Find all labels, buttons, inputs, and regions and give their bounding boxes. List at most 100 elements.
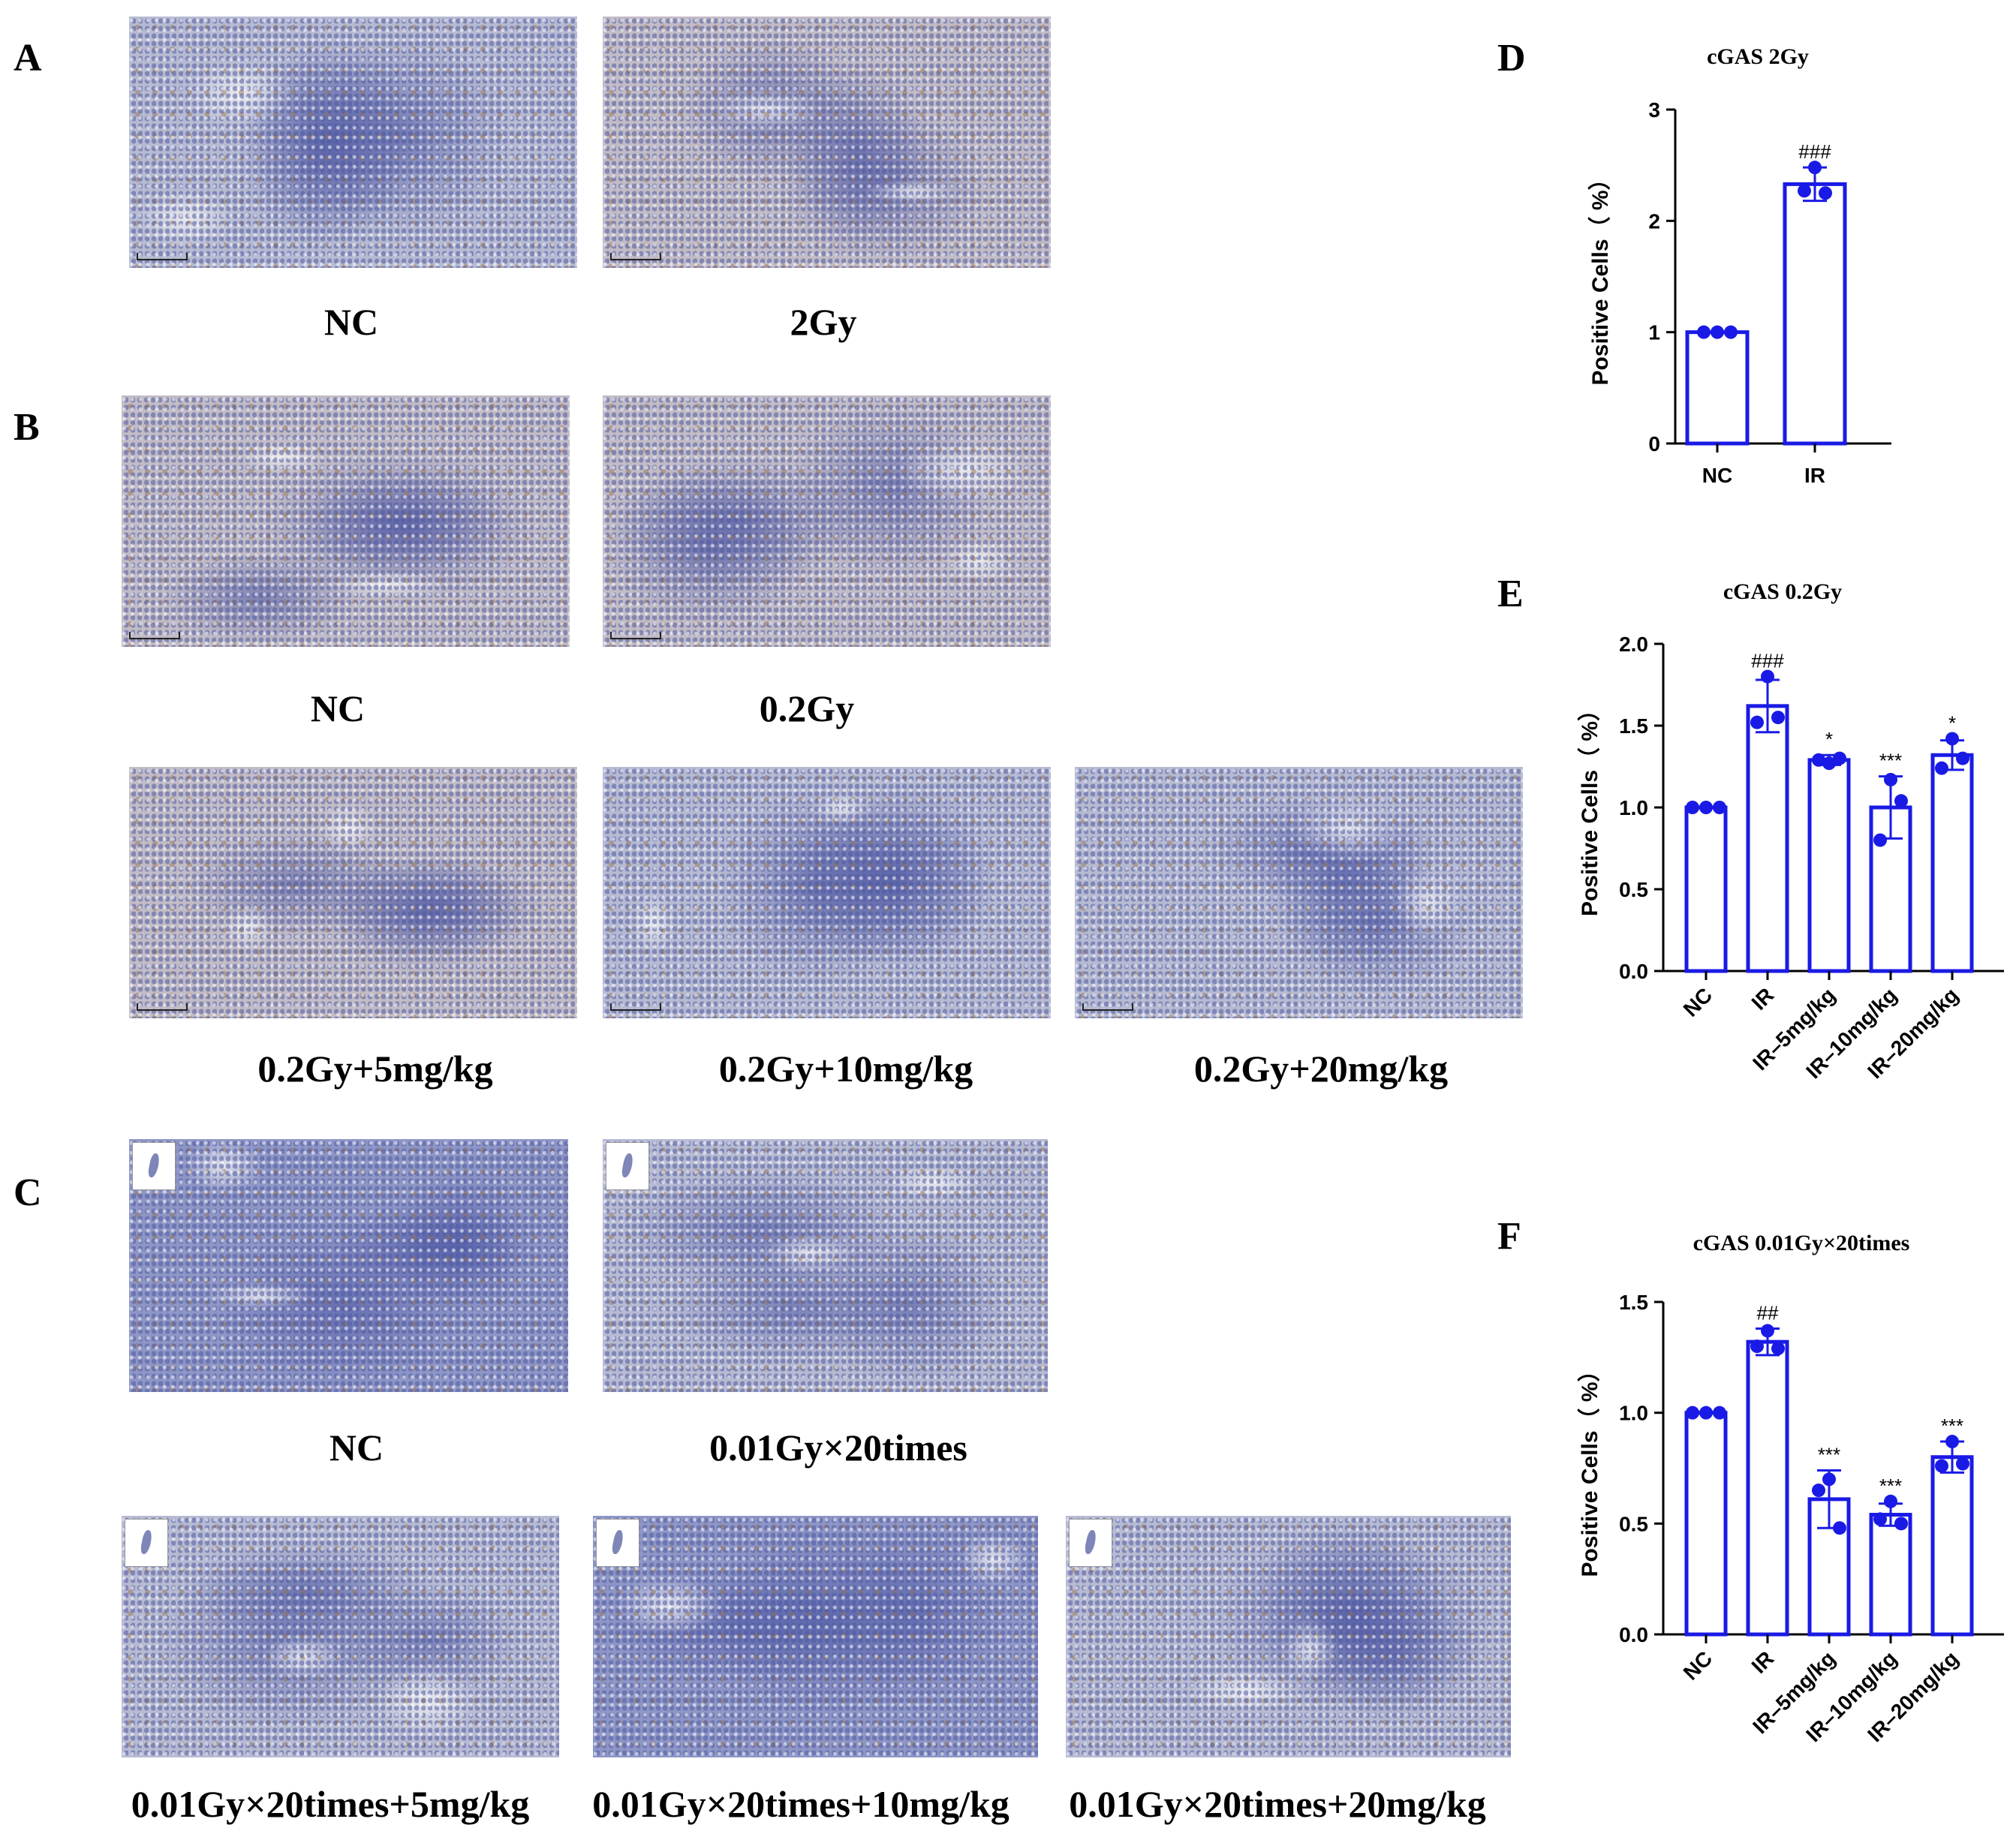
significance-label: ##	[1757, 1301, 1779, 1324]
bar-2	[1746, 704, 1789, 973]
caption-a-nc: NC	[323, 301, 379, 343]
y-tick-label: 0.0	[1619, 1623, 1648, 1646]
bar-1	[1685, 330, 1750, 446]
data-point	[1884, 1494, 1897, 1508]
caption-b-02gy-20: 0.2Gy+20mg/kg	[1193, 1048, 1449, 1090]
y-tick-label: 1.0	[1619, 1402, 1648, 1425]
caption-c-nc: NC	[329, 1427, 384, 1469]
data-point	[1761, 669, 1774, 684]
x-tick-label: NC	[1679, 1646, 1717, 1685]
micrograph-c-001gy	[603, 1139, 1048, 1392]
x-tick-label: IR	[1747, 983, 1779, 1015]
micrograph-c-nc	[129, 1139, 568, 1392]
slide-thumbnail-icon	[125, 1519, 168, 1567]
y-tick-label: 1	[1648, 321, 1660, 344]
y-axis-label: Positive Cells（ %）	[1577, 1359, 1602, 1577]
chart-f-cgas-001gy: cGAS 0.01Gy×20times Positive Cells（ %） 0.0…	[1577, 1231, 2004, 1746]
y-tick-label: 2	[1648, 209, 1660, 233]
bar-4	[1869, 1513, 1912, 1637]
data-point	[1884, 772, 1897, 786]
data-point	[1894, 794, 1908, 808]
micrograph-b-02gy-10	[603, 767, 1051, 1018]
data-point	[1812, 1484, 1825, 1498]
data-point	[1713, 801, 1726, 814]
data-point	[1750, 715, 1764, 729]
bar-2	[1746, 1339, 1789, 1637]
bar-1	[1684, 1411, 1728, 1637]
data-point	[1956, 751, 1969, 765]
caption-b-02gy-10: 0.2Gy+10mg/kg	[718, 1048, 973, 1090]
data-point	[1686, 801, 1699, 814]
x-tick-label: NC	[1679, 983, 1717, 1021]
data-point	[1686, 1406, 1699, 1420]
bar-1	[1684, 805, 1728, 973]
y-tick-label: 1.5	[1619, 1291, 1648, 1314]
data-point	[1822, 756, 1836, 771]
data-point	[1819, 186, 1832, 200]
caption-a-2gy: 2Gy	[790, 301, 857, 343]
x-tick-label: IR	[1804, 464, 1825, 487]
data-point	[1699, 1406, 1713, 1420]
bar-2	[1783, 182, 1847, 446]
scale-bar	[610, 1003, 661, 1011]
caption-c-001gy-20: 0.01Gy×20times+20mg/kg	[1069, 1783, 1486, 1825]
data-point	[1808, 161, 1822, 175]
data-point	[1873, 833, 1887, 847]
scale-bar	[137, 253, 188, 260]
bar-3	[1807, 758, 1851, 973]
chart-title: cGAS 2Gy	[1707, 44, 1809, 69]
chart-e-cgas-02gy: cGAS 0.2Gy Positive Cells（ %） 0.0 0.5 1.0 1.5…	[1577, 579, 2004, 1083]
x-tick-label: IR	[1747, 1646, 1779, 1678]
data-point	[1798, 184, 1811, 198]
data-point	[1956, 1457, 1969, 1471]
panel-label-d: D	[1497, 37, 1526, 80]
data-point	[1945, 732, 1959, 746]
significance-label: ***	[1941, 1415, 1963, 1437]
caption-b-02gy: 0.2Gy	[759, 687, 855, 729]
data-point	[1833, 751, 1846, 765]
scale-bar	[137, 1003, 188, 1011]
caption-c-001gy: 0.01Gy×20times	[709, 1427, 967, 1469]
data-point	[1935, 761, 1948, 775]
y-tick-label: 0.5	[1619, 878, 1648, 901]
panel-label-c: C	[14, 1171, 42, 1214]
scale-bar	[610, 632, 661, 639]
significance-label: *	[1825, 728, 1833, 750]
micrograph-c-001gy-5	[122, 1516, 559, 1757]
data-point	[1945, 1435, 1959, 1449]
chart-title: cGAS 0.2Gy	[1723, 579, 1842, 604]
caption-b-nc: NC	[310, 687, 366, 729]
caption-c-001gy-10: 0.01Gy×20times+10mg/kg	[592, 1783, 1010, 1825]
data-point	[1894, 1517, 1908, 1531]
panel-label-f: F	[1497, 1215, 1521, 1258]
data-point	[1711, 325, 1724, 339]
y-tick-label: 3	[1648, 98, 1660, 122]
micrograph-a-nc	[129, 17, 577, 268]
y-tick-label: 2.0	[1619, 633, 1648, 656]
significance-label: ***	[1818, 1443, 1840, 1466]
data-point	[1833, 1521, 1846, 1535]
data-point	[1713, 1406, 1726, 1420]
significance-label: ***	[1879, 1475, 1902, 1497]
chart-d-cgas-2gy: cGAS 2Gy Positive Cells（ %） 0 1 2 3 NC ### IR	[1587, 44, 1891, 487]
significance-label: ***	[1879, 750, 1902, 772]
micrograph-b-02gy	[603, 395, 1051, 647]
data-point	[1935, 1459, 1948, 1473]
scale-bar	[1082, 1003, 1133, 1011]
data-point	[1812, 753, 1825, 767]
data-point	[1873, 1512, 1887, 1526]
data-point	[1724, 325, 1738, 339]
y-tick-label: 1.5	[1619, 714, 1648, 738]
slide-thumbnail-icon	[1069, 1519, 1112, 1567]
x-tick-label: NC	[1702, 464, 1732, 487]
data-point	[1699, 801, 1713, 814]
scale-bar	[129, 632, 180, 639]
panel-label-e: E	[1497, 573, 1524, 615]
y-axis-label: Positive Cells（ %）	[1587, 167, 1613, 385]
micrograph-b-nc	[122, 395, 570, 647]
data-point	[1771, 711, 1785, 725]
y-tick-label: 0	[1648, 432, 1660, 455]
scale-bar	[610, 253, 661, 260]
micrograph-c-001gy-10	[593, 1516, 1038, 1757]
significance-label: ###	[1798, 140, 1831, 163]
